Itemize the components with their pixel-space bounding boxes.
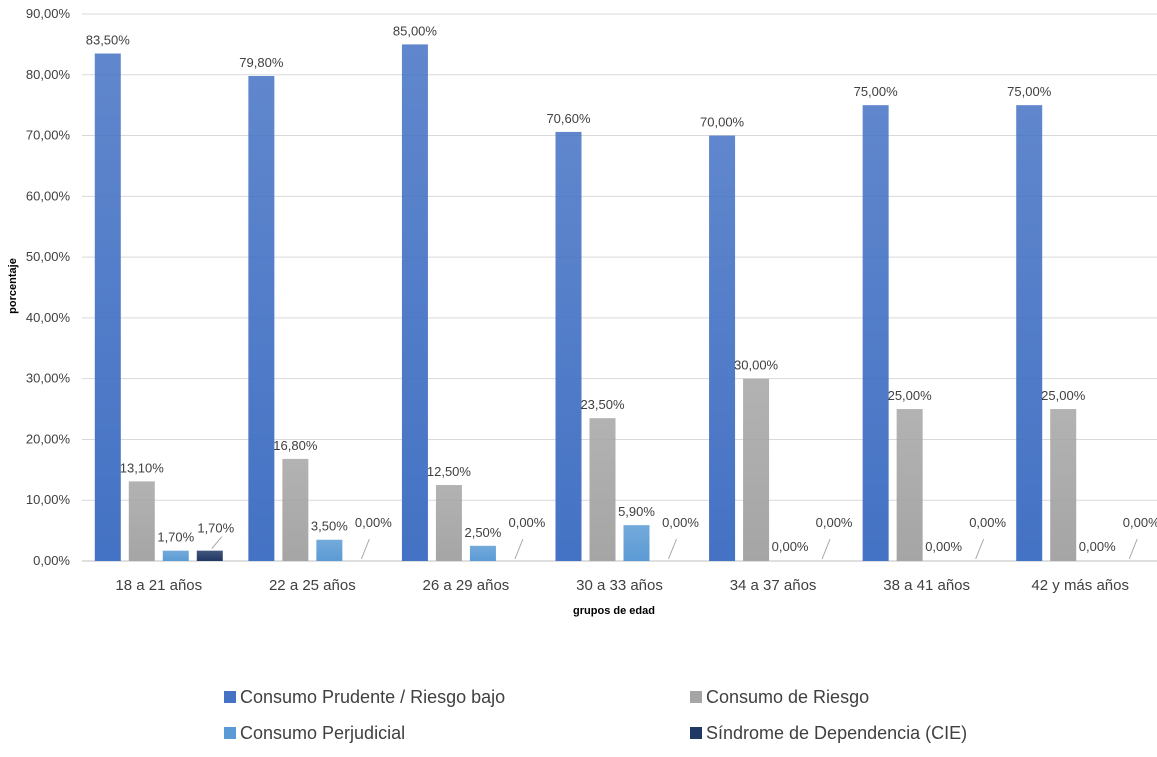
bar xyxy=(896,409,923,561)
data-label: 0,00% xyxy=(969,515,1006,530)
leader-line xyxy=(514,538,524,560)
x-axis-title: grupos de edad xyxy=(573,605,655,617)
data-label: 0,00% xyxy=(1123,515,1157,530)
x-category-label: 26 a 29 años xyxy=(423,577,510,594)
data-label: 13,10% xyxy=(120,460,165,475)
data-label: 75,00% xyxy=(1007,84,1052,99)
data-label: 1,70% xyxy=(197,521,234,536)
data-label: 1,70% xyxy=(157,530,194,545)
x-category-label: 30 a 33 años xyxy=(576,577,663,594)
y-tick-label: 90,00% xyxy=(26,6,71,21)
bar xyxy=(709,135,736,562)
data-label: 0,00% xyxy=(925,539,962,554)
y-tick-label: 10,00% xyxy=(26,492,71,507)
y-tick-label: 20,00% xyxy=(26,431,71,446)
legend-swatch xyxy=(224,727,236,739)
legend-label: Consumo Perjudicial xyxy=(240,723,405,743)
leader-line xyxy=(360,538,370,560)
legend-label: Consumo Prudente / Riesgo bajo xyxy=(240,687,505,707)
bar xyxy=(128,481,155,561)
legend-swatch xyxy=(224,691,236,703)
y-tick-label: 50,00% xyxy=(26,249,71,264)
x-axis-categories: 18 a 21 años 22 a 25 años 26 a 29 años 30 a… xyxy=(115,577,1129,594)
data-label: 79,80% xyxy=(239,55,284,70)
leader-line xyxy=(1128,538,1138,560)
leader-line xyxy=(975,538,985,560)
data-label: 0,00% xyxy=(508,515,545,530)
data-label: 70,00% xyxy=(700,115,745,130)
gridlines xyxy=(82,13,1157,562)
x-category-label: 34 a 37 años xyxy=(730,577,817,594)
leader-line xyxy=(668,538,677,560)
data-label: 75,00% xyxy=(854,84,899,99)
x-category-label: 38 a 41 años xyxy=(883,577,970,594)
data-label: 12,50% xyxy=(427,464,472,479)
y-axis-ticks: 0,00% 10,00% 20,00% 30,00% 40,00% 50,00% 60,00… xyxy=(26,6,71,568)
data-label: 0,00% xyxy=(816,515,853,530)
y-axis-title: porcentaje xyxy=(7,258,19,314)
data-label: 3,50% xyxy=(311,519,348,534)
bar xyxy=(555,131,582,562)
bar xyxy=(401,44,428,561)
bar xyxy=(316,539,343,561)
data-label: 25,00% xyxy=(888,388,933,403)
bar xyxy=(589,418,616,561)
bar xyxy=(435,485,462,561)
bar xyxy=(196,550,223,561)
data-label: 0,00% xyxy=(662,515,699,530)
x-category-label: 22 a 25 años xyxy=(269,577,356,594)
bar xyxy=(469,545,496,561)
data-label: 0,00% xyxy=(1079,539,1116,554)
data-label: 23,50% xyxy=(580,397,625,412)
bar xyxy=(862,105,889,562)
y-tick-label: 0,00% xyxy=(33,553,70,568)
bar xyxy=(162,550,189,561)
data-label: 83,50% xyxy=(86,33,131,48)
data-label: 16,80% xyxy=(273,438,318,453)
data-label: 25,00% xyxy=(1041,388,1086,403)
legend-label: Consumo de Riesgo xyxy=(706,687,869,707)
bar xyxy=(282,458,309,561)
legend: Consumo Prudente / Riesgo bajo Consumo de… xyxy=(224,687,967,743)
legend-label: Síndrome de Dependencia (CIE) xyxy=(706,723,967,743)
bars xyxy=(94,44,1077,562)
legend-swatch xyxy=(690,691,702,703)
legend-swatch xyxy=(690,727,702,739)
data-label: 0,00% xyxy=(355,515,392,530)
leader-line xyxy=(821,538,831,560)
leader-lines xyxy=(211,536,1138,560)
bar xyxy=(248,75,275,561)
bar xyxy=(743,378,770,561)
bar xyxy=(94,53,121,561)
bar xyxy=(623,525,650,561)
data-label: 85,00% xyxy=(393,23,438,38)
leader-line xyxy=(211,536,223,549)
x-category-label: 42 y más años xyxy=(1031,577,1129,594)
data-labels: 83,50% 13,10% 1,70%1,70% 79,80% 16,80% 3,50% 0… xyxy=(86,23,1157,554)
y-tick-label: 70,00% xyxy=(26,128,71,143)
y-tick-label: 40,00% xyxy=(26,310,71,325)
y-tick-label: 60,00% xyxy=(26,188,71,203)
data-label: 0,00% xyxy=(772,539,809,554)
bar xyxy=(1050,409,1077,561)
y-tick-label: 30,00% xyxy=(26,371,71,386)
data-label: 5,90% xyxy=(618,504,655,519)
y-tick-label: 80,00% xyxy=(26,67,71,82)
data-label: 30,00% xyxy=(734,358,779,373)
data-label: 2,50% xyxy=(464,525,501,540)
x-category-label: 18 a 21 años xyxy=(115,577,202,594)
bar xyxy=(1016,105,1043,562)
data-label: 70,60% xyxy=(546,111,591,126)
